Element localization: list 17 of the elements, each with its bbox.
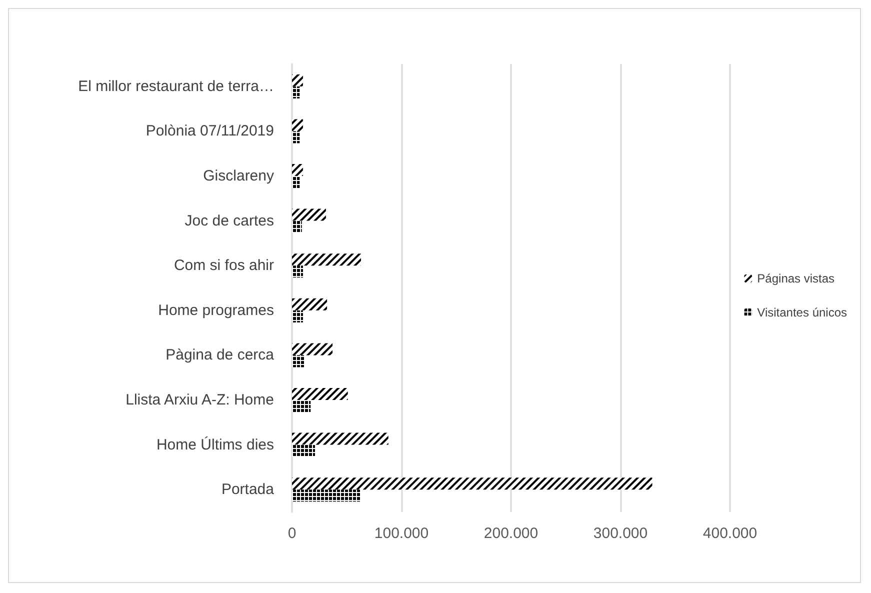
y-tick-label: Gisclareny: [203, 168, 274, 184]
y-tick-label: Joc de cartes: [184, 212, 274, 230]
x-tick-label: 200.000: [484, 525, 538, 542]
x-tick-label: 300.000: [593, 525, 648, 542]
y-tick-label: El millor restaurant de terra…: [78, 78, 274, 95]
y-tick-label: Polònia 07/11/2019: [146, 122, 274, 140]
x-tick-label: 100.000: [374, 525, 429, 542]
y-tick-label: Com si fos ahir: [174, 257, 274, 274]
x-tick-label: 400.000: [702, 525, 758, 542]
x-tick-label: 0: [288, 525, 296, 542]
legend-label: Páginas vistas: [757, 272, 835, 286]
y-tick-label: Home Últims dies: [156, 435, 274, 454]
y-tick-label: Pàgina de cerca: [166, 346, 275, 364]
y-tick-label: Llista Arxiu A-Z: Home: [126, 392, 274, 408]
y-tick-label: Home programes: [158, 302, 274, 319]
legend-label: Visitantes únicos: [757, 306, 848, 320]
y-tick-label: Portada: [221, 481, 275, 498]
